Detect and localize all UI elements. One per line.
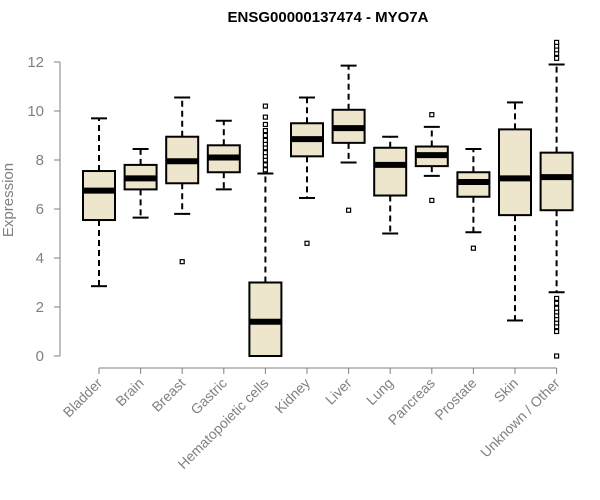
outlier-point — [262, 132, 268, 139]
x-tick-label: Bladder — [60, 375, 106, 421]
box-iqr — [539, 151, 574, 212]
box-unknown-other — [539, 39, 574, 359]
y-tick-label: 0 — [36, 348, 44, 365]
outlier-point — [262, 167, 268, 173]
outlier-point — [553, 300, 560, 306]
outlier-point — [262, 150, 268, 156]
outlier-point — [429, 112, 435, 118]
outlier-point — [304, 240, 310, 246]
y-axis-label: Expression — [0, 163, 17, 237]
box-liver — [331, 64, 366, 213]
x-tick-label: Unknown / Other — [477, 375, 563, 461]
outlier-point — [553, 353, 560, 359]
x-tick-label: Prostate — [431, 375, 479, 423]
box-brain — [123, 147, 158, 219]
outlier-point — [346, 207, 352, 213]
outlier-point — [553, 295, 560, 302]
y-tick-label: 4 — [36, 250, 44, 267]
outlier-point — [553, 328, 560, 335]
outlier-point — [262, 128, 268, 134]
box-bladder — [82, 117, 116, 288]
outlier-point — [262, 103, 268, 109]
x-tick-label: Lung — [363, 375, 396, 408]
y-tick-label: 6 — [36, 201, 44, 218]
box-lung — [373, 135, 408, 235]
box-kidney — [290, 96, 324, 246]
outlier-point — [470, 245, 476, 251]
y-tick-label: 12 — [27, 54, 44, 71]
box-iqr — [373, 146, 408, 197]
y-axis: 0 2 4 6 8 10 12 — [27, 54, 61, 365]
boxes-group — [82, 39, 574, 359]
box-pancreas — [414, 112, 449, 204]
box-gastric — [206, 119, 241, 191]
outlier-point — [262, 137, 268, 143]
x-tick-label: Kidney — [272, 375, 314, 417]
outlier-point — [553, 305, 560, 311]
box-skin — [498, 101, 532, 322]
outlier-point — [262, 121, 268, 128]
box-breast — [165, 96, 200, 265]
outlier-point — [553, 39, 560, 46]
outlier-point — [262, 114, 268, 120]
outlier-point — [262, 162, 268, 168]
box-iqr — [82, 170, 116, 222]
outlier-point — [179, 259, 185, 265]
outlier-point — [429, 197, 435, 204]
chart-title: ENSG00000137474 - MYO7A — [228, 9, 429, 26]
x-tick-label: Skin — [491, 375, 522, 406]
x-tick-label: Breast — [148, 375, 188, 415]
y-tick-label: 10 — [27, 103, 44, 120]
x-tick-label: Liver — [322, 375, 355, 408]
box-prostate — [456, 147, 491, 251]
y-tick-label: 2 — [36, 299, 44, 316]
y-tick-label: 8 — [36, 152, 44, 169]
x-tick-label: Brain — [112, 375, 146, 409]
outlier-point — [553, 55, 560, 61]
box-iqr — [498, 128, 532, 217]
box-hematopoietic-cells — [248, 103, 283, 357]
